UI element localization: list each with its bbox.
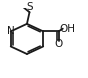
Text: O: O xyxy=(54,39,63,49)
Text: S: S xyxy=(26,2,33,12)
Text: N: N xyxy=(7,26,15,36)
Text: OH: OH xyxy=(59,24,75,34)
